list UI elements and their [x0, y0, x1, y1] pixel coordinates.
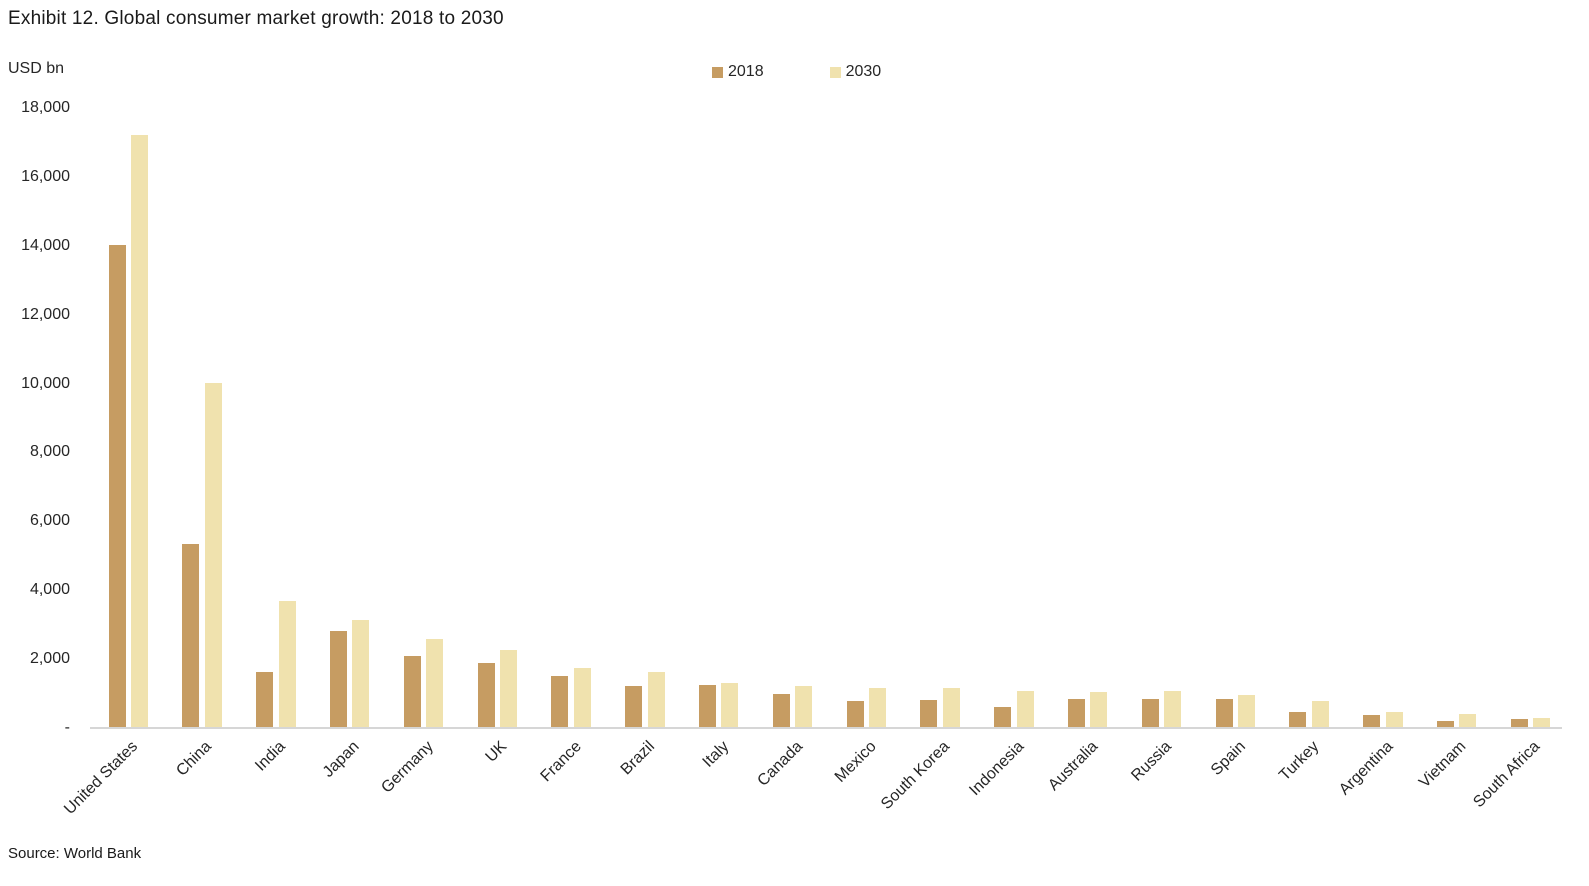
- x-label-france: France: [537, 738, 585, 786]
- bar-2030-canada: [795, 686, 813, 727]
- y-tick-6000: 6,000: [29, 512, 70, 530]
- bar-2030-turkey: [1311, 701, 1329, 727]
- bar-2018-brazil: [625, 686, 643, 727]
- chart-title: Exhibit 12. Global consumer market growt…: [8, 8, 504, 29]
- legend-marker-2018: [712, 66, 723, 78]
- x-label-united-states: United States: [61, 738, 142, 818]
- bar-2030-brazil: [647, 672, 665, 727]
- y-tick-10000: 10,000: [21, 374, 70, 392]
- x-label-japan: Japan: [320, 738, 363, 781]
- bar-2018-argentina: [1363, 715, 1381, 727]
- x-label-spain: Spain: [1207, 738, 1249, 779]
- bar-2018-south-korea: [920, 700, 938, 727]
- bar-2030-france: [573, 667, 591, 727]
- y-tick-8000: 8,000: [29, 443, 70, 461]
- x-label-indonesia: Indonesia: [966, 738, 1028, 800]
- y-tick-16000: 16,000: [21, 167, 70, 185]
- x-label-china: China: [173, 738, 216, 780]
- x-label-argentina: Argentina: [1335, 738, 1397, 799]
- bar-2018-united-states: [108, 244, 126, 727]
- bar-2018-indonesia: [994, 706, 1012, 727]
- bar-2030-mexico: [869, 688, 886, 727]
- y-tick-14000: 14,000: [21, 236, 70, 254]
- x-label-vietnam: Vietnam: [1416, 738, 1470, 792]
- bar-2018-turkey: [1289, 712, 1307, 727]
- bar-2018-south-africa: [1510, 719, 1528, 727]
- y-axis-tick-labels: 18,000 16,000 14,000 12,000 10,000 8,000 6,000…: [0, 0, 70, 886]
- x-label-mexico: Mexico: [831, 738, 880, 786]
- bar-2018-australia: [1067, 699, 1085, 727]
- bar-2018-china: [182, 544, 200, 727]
- bar-2030-australia: [1090, 691, 1108, 727]
- legend: 2018 2030: [712, 63, 881, 81]
- bar-2018-uk: [477, 663, 495, 727]
- bar-2030-germany: [426, 639, 444, 727]
- x-label-uk: UK: [482, 738, 511, 766]
- bar-2030-south-africa: [1533, 718, 1551, 727]
- legend-marker-2030: [829, 66, 841, 78]
- x-label-russia: Russia: [1128, 738, 1175, 785]
- bar-2018-japan: [329, 630, 347, 727]
- y-tick-zero: -: [64, 719, 70, 736]
- bar-2018-vietnam: [1436, 720, 1454, 727]
- bar-2030-spain: [1238, 695, 1255, 727]
- y-tick-18000: 18,000: [21, 99, 70, 116]
- source-note: Source: World Bank: [8, 845, 142, 862]
- bar-2030-argentina: [1385, 711, 1403, 727]
- x-label-india: India: [252, 738, 290, 775]
- x-label-turkey: Turkey: [1276, 738, 1323, 785]
- bar-2030-japan: [352, 620, 370, 727]
- bar-2030-uk: [500, 650, 517, 727]
- bar-2018-mexico: [846, 700, 864, 727]
- bar-2030-vietnam: [1459, 713, 1477, 727]
- bar-2018-france: [551, 676, 569, 727]
- y-tick-4000: 4,000: [29, 581, 70, 599]
- x-label-canada: Canada: [754, 738, 806, 790]
- bar-2030-italy: [721, 682, 739, 727]
- x-label-germany: Germany: [378, 738, 437, 797]
- bar-2030-india: [278, 601, 296, 727]
- x-label-brazil: Brazil: [617, 738, 659, 779]
- legend-label-2018: 2018: [728, 63, 764, 80]
- plot-area: [90, 109, 1562, 729]
- x-label-italy: Italy: [699, 738, 732, 771]
- y-tick-2000: 2,000: [29, 650, 70, 668]
- bar-2030-united-states: [131, 134, 148, 727]
- x-label-south-africa: South Africa: [1470, 738, 1544, 812]
- bar-2018-italy: [698, 685, 716, 727]
- x-label-australia: Australia: [1044, 738, 1101, 795]
- legend-item-2018: 2018: [712, 63, 764, 81]
- y-axis-unit-label: USD bn: [8, 60, 65, 77]
- bar-2018-russia: [1141, 699, 1159, 727]
- y-tick-12000: 12,000: [21, 305, 70, 323]
- bar-2018-spain: [1215, 699, 1233, 727]
- bar-2018-canada: [772, 693, 790, 727]
- bar-2030-china: [204, 382, 222, 727]
- legend-item-2030: 2030: [829, 63, 882, 81]
- bar-2030-indonesia: [1016, 690, 1034, 727]
- bar-2018-germany: [403, 656, 421, 727]
- x-label-south-korea: South Korea: [878, 738, 954, 813]
- bar-2030-south-korea: [942, 688, 960, 727]
- bar-2030-russia: [1164, 691, 1182, 727]
- legend-label-2030: 2030: [845, 63, 882, 80]
- bar-2018-india: [256, 671, 274, 727]
